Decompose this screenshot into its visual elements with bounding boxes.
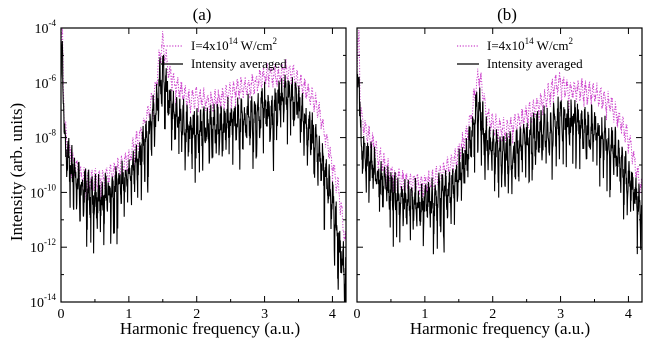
y-tick-label: 10-8 <box>35 128 57 147</box>
x-tick-label: 2 <box>489 307 496 322</box>
x-tick-label: 4 <box>625 307 632 322</box>
y-tick-label: 10-14 <box>30 292 56 311</box>
x-tick-label: 1 <box>125 307 132 322</box>
panel-b-frame <box>356 27 643 303</box>
panel-a-y-tick-labels: 10-14 10-12 10-10 10-8 10-6 10-4 <box>30 18 56 311</box>
panel-a-legend: I=4x1014 W/cm2 Intensity averaged <box>161 36 287 71</box>
panel-b-label: (b) <box>497 5 517 24</box>
series-line-averaged <box>357 73 642 255</box>
x-tick-label: 3 <box>261 307 268 322</box>
panel-b-x-tick-labels: 0 1 2 3 4 <box>354 307 632 322</box>
panel-b-legend: I=4x1014 W/cm2 Intensity averaged <box>457 36 583 71</box>
panel-a: (a) 0 1 2 3 4 10-14 10-12 10-10 10-8 10-6 10-4 Ha… <box>30 5 347 338</box>
x-tick-label: 0 <box>354 307 361 322</box>
y-tick-label: 10-12 <box>30 237 56 256</box>
x-tick-label: 4 <box>329 307 336 322</box>
y-tick-label: 10-4 <box>35 18 57 37</box>
panel-a-plot-area <box>61 28 346 302</box>
panel-a-label: (a) <box>193 5 212 24</box>
legend-label: Intensity averaged <box>487 56 583 71</box>
panel-a-frame <box>60 27 347 303</box>
panel-a-x-axis-title: Harmonic frequency (a.u.) <box>120 319 300 338</box>
legend-label: Intensity averaged <box>191 56 287 71</box>
x-tick-label: 3 <box>557 307 564 322</box>
y-tick-label: 10-10 <box>30 182 56 201</box>
series-line-averaged <box>61 40 346 302</box>
panel-b: (b) 0 1 2 3 4 Harmonic frequency (a.u.) I=4x… <box>354 5 643 338</box>
x-tick-label: 0 <box>58 307 65 322</box>
legend-label: I=4x1014 W/cm2 <box>191 36 277 53</box>
panel-a-x-tick-labels: 0 1 2 3 4 <box>58 307 336 322</box>
panel-b-x-axis-title: Harmonic frequency (a.u.) <box>410 319 590 338</box>
x-tick-label: 1 <box>421 307 428 322</box>
y-axis-title: Intensity (arb. units) <box>7 103 26 241</box>
panel-b-plot-area <box>357 29 642 255</box>
y-tick-label: 10-6 <box>35 73 57 92</box>
legend-label: I=4x1014 W/cm2 <box>487 36 573 53</box>
x-tick-label: 2 <box>193 307 200 322</box>
